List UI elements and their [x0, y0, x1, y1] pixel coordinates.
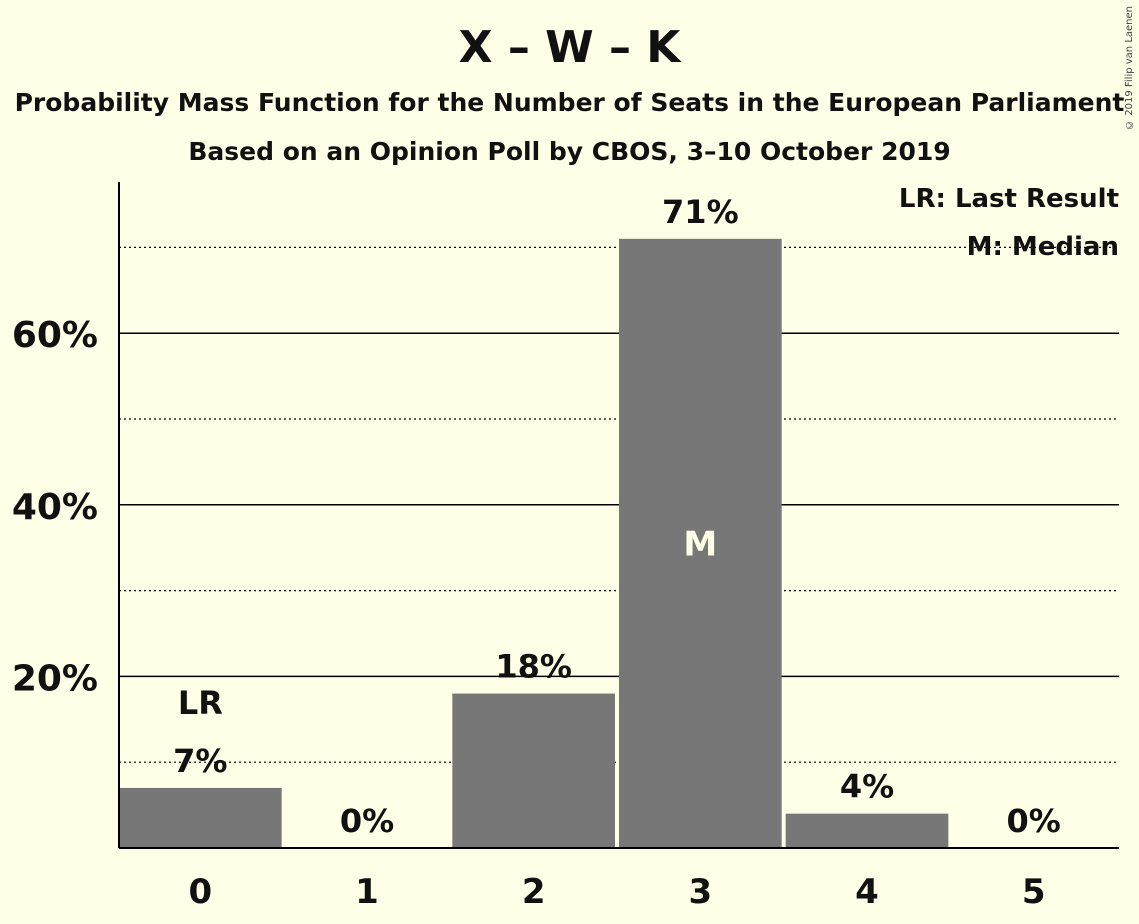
y-tick-label: 40%	[12, 487, 98, 528]
legend-median: M: Median	[966, 232, 1119, 262]
bar-value-label: 18%	[495, 648, 572, 686]
bar-value-label: 0%	[1007, 802, 1061, 840]
x-tick-label: 3	[688, 872, 712, 912]
x-tick-label: 5	[1022, 872, 1046, 912]
bar-value-label: 0%	[340, 802, 394, 840]
bar	[785, 813, 949, 848]
last-result-marker: LR	[178, 684, 223, 722]
y-tick-label: 20%	[12, 658, 98, 699]
x-tick-label: 0	[188, 872, 212, 912]
legend-last-result: LR: Last Result	[898, 184, 1119, 214]
bar-value-label: 4%	[840, 768, 894, 806]
bar	[119, 787, 282, 848]
x-tick-label: 1	[355, 872, 379, 912]
bar	[619, 238, 782, 848]
bar-value-label: 7%	[173, 742, 227, 780]
bar	[452, 693, 615, 848]
chart-subtitle-poll: Based on an Opinion Poll by CBOS, 3–10 O…	[188, 137, 951, 166]
chart-subtitle-method: Probability Mass Function for the Number…	[14, 88, 1125, 117]
median-marker: M	[683, 524, 717, 564]
bar-value-label: 71%	[662, 193, 739, 231]
x-tick-label: 4	[855, 872, 879, 912]
y-tick-label: 60%	[12, 315, 98, 356]
chart-title: X – W – K	[458, 22, 681, 73]
x-tick-label: 2	[522, 872, 546, 912]
